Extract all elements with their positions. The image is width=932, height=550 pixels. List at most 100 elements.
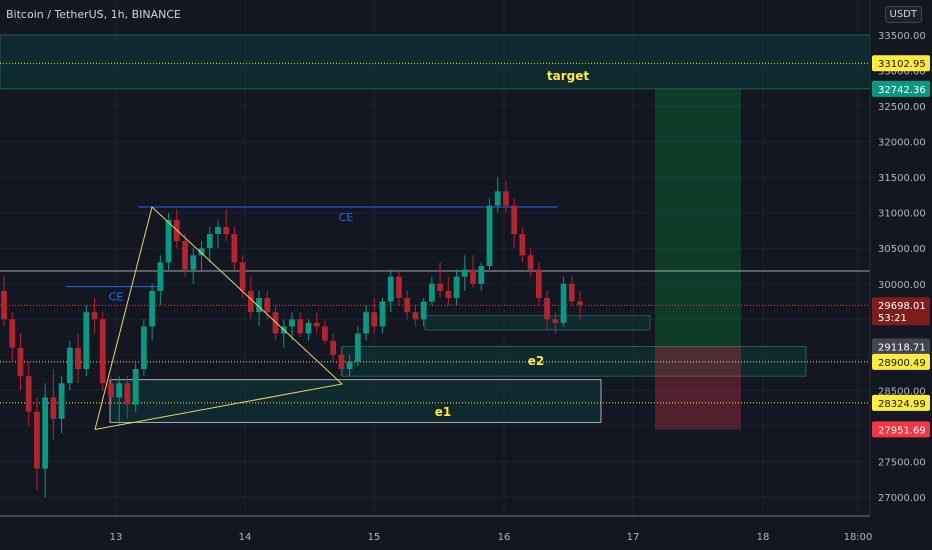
candle-body: [552, 319, 559, 323]
candle-body: [560, 283, 567, 323]
price-label-bg: [872, 353, 930, 370]
y-tick-label: 27500.00: [878, 457, 926, 468]
price-label-bg: [872, 80, 930, 97]
price-label: 33102.95: [878, 59, 926, 70]
candle-body: [215, 226, 221, 235]
candle-body: [83, 312, 90, 370]
pattern-triangle: [94, 206, 344, 430]
currency-button[interactable]: USDT: [884, 6, 922, 23]
y-tick-label: 33500.00: [878, 31, 926, 42]
candle-body: [116, 383, 123, 398]
candle-body: [289, 319, 295, 327]
price-label-bg: [872, 338, 930, 355]
candle-body: [198, 248, 205, 256]
candle-body: [1, 290, 7, 320]
y-tick-label: 32000.00: [878, 138, 926, 149]
candle-body: [91, 312, 98, 320]
candle-body: [157, 262, 164, 291]
candle-body: [75, 347, 81, 370]
price-label: 29698.01: [878, 301, 926, 312]
zone-target: [0, 34, 871, 90]
candle-body: [141, 326, 147, 370]
candle-body: [577, 301, 583, 306]
candle-body: [231, 234, 238, 263]
price-label: 28324.99: [878, 399, 926, 410]
y-tick-label: 28500.00: [878, 386, 926, 397]
x-tick-label: 18:00: [844, 532, 873, 543]
candle-body: [354, 333, 361, 362]
price-label: 28900.49: [878, 358, 926, 369]
candle-body: [124, 383, 131, 405]
candle-body: [149, 290, 155, 327]
price-label-bg: [872, 421, 930, 438]
candle-body: [9, 319, 16, 348]
candle-body: [346, 361, 353, 370]
y-tick-label: 30500.00: [878, 244, 926, 255]
candle-body: [264, 297, 271, 313]
candle-body: [429, 283, 435, 302]
y-tick-label: 30000.00: [878, 280, 926, 291]
candle-body: [132, 369, 139, 405]
x-tick-label: 18: [757, 532, 770, 543]
candle-body: [494, 191, 501, 206]
candle-body: [330, 340, 337, 355]
price-label: 32742.36: [878, 85, 926, 96]
price-label: 27951.69: [878, 425, 926, 436]
candle-body: [206, 234, 213, 249]
y-tick-label: 33000.00: [878, 67, 926, 78]
candle-body: [453, 276, 460, 298]
candle-body: [190, 255, 197, 270]
zone-e2: [341, 346, 807, 377]
candle-body: [396, 276, 402, 298]
zone-support: [424, 315, 651, 331]
candle-body: [223, 226, 230, 235]
symbol-title[interactable]: Bitcoin / TetherUS, 1h, BINANCE: [6, 8, 182, 21]
price-label-bg: [872, 394, 930, 411]
candle-body: [437, 283, 443, 291]
candle-body: [313, 322, 320, 327]
candle-body: [338, 354, 345, 370]
y-tick-label: 31000.00: [878, 209, 926, 220]
y-tick-label: 31500.00: [878, 173, 926, 184]
candle-body: [527, 255, 534, 270]
candle-body: [535, 269, 542, 298]
time-axis[interactable]: 13 14 15 16 17 18 18:00: [0, 515, 873, 543]
candle-body: [544, 297, 550, 320]
candle-body: [511, 205, 518, 235]
zones: [0, 34, 871, 430]
candle-body: [182, 241, 188, 270]
price-axis[interactable]: 33500.00 33000.00 32500.00 32000.00 31500.00…: [869, 0, 932, 550]
candle-body: [165, 219, 172, 263]
price-label-bg: [872, 297, 930, 326]
annotation-e2: e2: [528, 354, 545, 368]
candle-body: [34, 411, 40, 469]
x-tick-label: 13: [110, 532, 123, 543]
candle-body: [297, 319, 304, 334]
x-tick-label: 14: [239, 532, 252, 543]
x-tick-label: 17: [627, 532, 640, 543]
candle-body: [420, 301, 427, 320]
candle-body: [445, 290, 452, 298]
candle-body: [519, 234, 526, 256]
annotation-ce: CE: [109, 291, 124, 304]
candle-body: [42, 397, 49, 469]
candle-body: [568, 283, 575, 302]
candle-body: [371, 312, 378, 327]
candle-body: [322, 326, 328, 341]
candle-body: [25, 376, 32, 412]
annotation-ce: CE: [339, 211, 354, 224]
candle-body: [379, 301, 386, 327]
candle-body: [470, 269, 476, 284]
candle-body: [404, 297, 411, 313]
x-tick-label: 16: [498, 532, 511, 543]
position-profit-zone: [655, 88, 741, 347]
candle-body: [108, 383, 114, 398]
candle-body: [412, 312, 419, 320]
annotations: CE CE target e2 e1: [94, 69, 589, 430]
candle-body: [99, 319, 106, 384]
candle-body: [247, 290, 254, 313]
candle-body: [486, 205, 493, 266]
candle-body: [256, 297, 262, 313]
candle-body: [503, 191, 509, 206]
